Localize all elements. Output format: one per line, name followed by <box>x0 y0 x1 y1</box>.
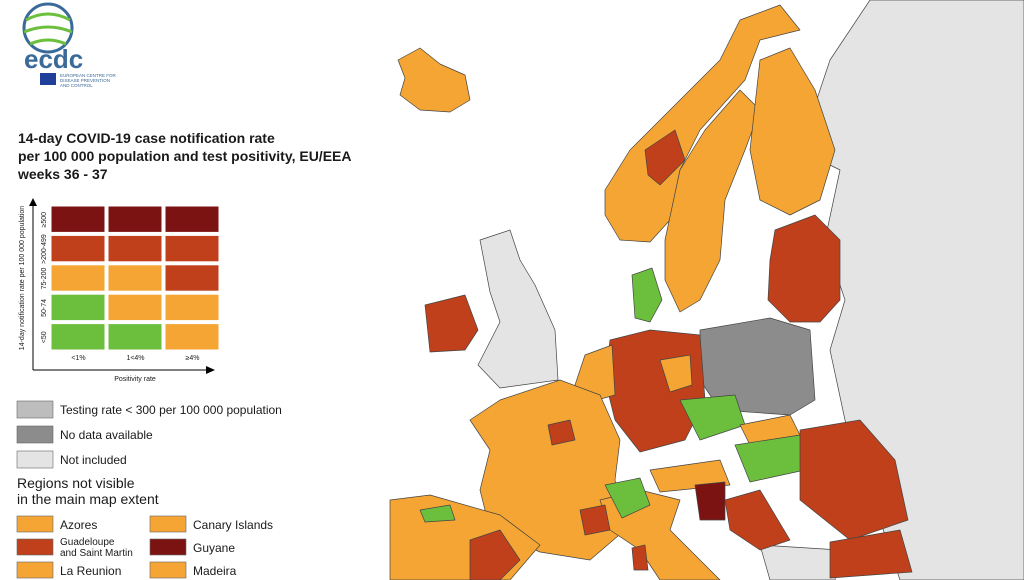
region-label: Guadeloupe <box>60 537 115 548</box>
eu-flag <box>40 73 56 85</box>
not-included-region <box>759 544 841 580</box>
matrix-cell <box>50 234 106 263</box>
region <box>799 419 909 541</box>
title: weeks 36 - 37 <box>17 166 108 182</box>
region <box>664 89 761 313</box>
region-swatch <box>16 561 54 579</box>
matrix-cell <box>164 323 220 351</box>
row-label: <50 <box>41 331 48 343</box>
logo-text: ecdc <box>24 44 83 74</box>
matrix-cell <box>107 234 163 263</box>
matrix-cell <box>164 234 220 263</box>
region <box>694 481 726 521</box>
column-label: ≥4% <box>186 355 200 362</box>
region <box>734 434 806 483</box>
y-axis-label: 14-day notification rate per 100 000 pop… <box>19 206 26 350</box>
legend-swatch <box>16 425 54 444</box>
matrix-cell <box>164 293 220 322</box>
region-label: Guyane <box>193 541 235 555</box>
region <box>604 477 651 519</box>
row-label: 50-74 <box>41 299 48 317</box>
matrix-cell <box>50 264 106 292</box>
logo-globe <box>22 2 74 54</box>
logo-subtitle: DISEASE PREVENTION <box>60 78 110 83</box>
logo-subtitle: AND CONTROL <box>60 83 93 88</box>
matrix-cell <box>50 205 106 233</box>
legend-label: Not included <box>60 453 127 467</box>
region <box>579 504 611 536</box>
region <box>469 529 521 580</box>
region-label: Canary Islands <box>193 518 273 532</box>
title: per 100 000 population and test positivi… <box>18 148 351 164</box>
legend-swatch <box>16 400 54 419</box>
region <box>604 329 706 453</box>
region-label: and Saint Martin <box>60 548 133 559</box>
region-label: Madeira <box>193 564 237 578</box>
row-label: 75-200 <box>41 267 48 289</box>
x-axis-label: Positivity rate <box>114 376 156 383</box>
matrix-cell <box>50 293 106 322</box>
region <box>659 354 693 393</box>
matrix-cell <box>164 264 220 292</box>
matrix-cell <box>164 205 220 233</box>
row-label: ≥500 <box>41 212 48 228</box>
column-label: <1% <box>71 355 85 362</box>
logo-subtitle: EUROPEAN CENTRE FOR <box>60 73 117 78</box>
region <box>679 394 746 441</box>
region-swatch <box>16 515 54 533</box>
matrix-cell <box>107 293 163 322</box>
region <box>767 214 841 323</box>
legend-swatch <box>16 450 54 469</box>
legend-label: Testing rate < 300 per 100 000 populatio… <box>60 403 282 417</box>
regions-heading: in the main map extent <box>17 491 159 507</box>
region <box>397 47 471 113</box>
region-swatch <box>149 538 187 556</box>
legend-label: No data available <box>60 428 153 442</box>
region-label: La Reunion <box>60 564 121 578</box>
region-swatch <box>149 515 187 533</box>
region <box>604 4 801 243</box>
column-label: 1<4% <box>126 355 144 362</box>
not-included-region <box>477 229 559 389</box>
region <box>829 529 913 579</box>
matrix-cell <box>107 205 163 233</box>
europe-map <box>389 0 1024 580</box>
logo-swoosh <box>23 12 73 46</box>
region <box>631 544 649 571</box>
region-swatch <box>149 561 187 579</box>
region <box>419 504 456 523</box>
logo: ecdc <box>22 2 83 85</box>
matrix-cell <box>107 323 163 351</box>
region <box>631 267 663 323</box>
region <box>574 344 616 403</box>
x-arrow-head <box>206 366 215 374</box>
matrix-cell <box>107 264 163 292</box>
matrix-cell <box>50 323 106 351</box>
y-arrow-head <box>29 198 37 206</box>
region <box>547 419 576 446</box>
region <box>424 294 479 353</box>
region <box>749 47 836 216</box>
row-label: >200-499 <box>41 234 48 264</box>
region <box>724 489 791 551</box>
region-swatch <box>16 538 54 556</box>
regions-heading: Regions not visible <box>17 475 135 491</box>
title: 14-day COVID-19 case notification rate <box>18 130 275 146</box>
region-label: Azores <box>60 518 97 532</box>
region <box>644 129 686 186</box>
